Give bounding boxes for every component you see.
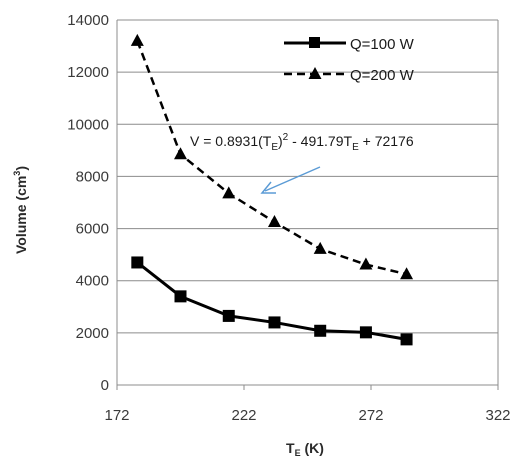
data-point-triangle [222, 186, 236, 199]
data-point-square [131, 256, 144, 269]
equation-arrow [264, 166, 321, 192]
x-tick-label: 222 [231, 407, 256, 424]
equation-arrowhead [260, 181, 276, 194]
y-tick-label: 14000 [67, 12, 109, 29]
gridlines [117, 19, 498, 386]
y-axis-title: Volume (cm3) [12, 166, 29, 254]
equation-part-d: + 72176 [359, 133, 414, 149]
x-tick-label: 172 [104, 407, 129, 424]
axes [116, 20, 499, 390]
data-point-square [268, 316, 281, 329]
data-point-triangle [313, 241, 327, 254]
x-tick-labels: 172 222 272 322 [104, 407, 510, 424]
y-tick-label: 12000 [67, 64, 109, 81]
y-tick-label: 0 [101, 377, 109, 394]
x-tick-label: 322 [485, 407, 510, 424]
y-tick-label: 10000 [67, 116, 109, 133]
data-point-square [174, 290, 187, 303]
y-axis-title-end: ) [13, 166, 29, 171]
equation-sub-a: E [271, 142, 278, 153]
data-point-square [314, 324, 327, 337]
data-point-square [400, 333, 413, 346]
legend: Q=100 W Q=200 W [284, 36, 415, 84]
data-point-triangle [400, 267, 414, 280]
legend-label-q200: Q=200 W [350, 67, 415, 84]
data-point-square [359, 326, 372, 339]
equation-part-c: - 491.79T [288, 133, 352, 149]
plot-background [117, 20, 498, 385]
equation-part-b: ) [278, 133, 283, 149]
y-tick-label: 6000 [76, 221, 109, 238]
data-point-square [222, 309, 235, 322]
data-point-triangle [130, 33, 144, 46]
x-axis-title-sub: E [295, 448, 301, 458]
data-point-triangle [174, 147, 187, 160]
data-point-triangle [359, 257, 373, 270]
y-tick-labels: 0 2000 4000 6000 8000 10000 12000 14000 [67, 12, 109, 394]
y-axis-title-main: Volume (cm [13, 176, 29, 254]
legend-marker-q100 [309, 37, 320, 48]
x-axis-title: TE (K) [286, 440, 324, 458]
equation-annotation: V = 0.8931(TE)2 - 491.79TE + 72176 [190, 132, 414, 153]
x-axis-title-main: T [286, 440, 295, 456]
y-tick-label: 2000 [76, 325, 109, 342]
x-tick-label: 272 [358, 407, 383, 424]
legend-marker-q200 [308, 67, 322, 79]
y-tick-label: 8000 [76, 168, 109, 185]
y-tick-label: 4000 [76, 273, 109, 290]
series-layer [130, 33, 414, 346]
equation-sub-c: E [352, 142, 359, 153]
equation-part-a: V = 0.8931(T [190, 133, 272, 149]
y-axis-title-sup: 3 [12, 171, 22, 176]
x-axis-title-unit: (K) [301, 440, 324, 456]
equation-sup-b: 2 [283, 132, 289, 143]
data-point-triangle [267, 215, 281, 228]
legend-label-q100: Q=100 W [350, 36, 415, 53]
